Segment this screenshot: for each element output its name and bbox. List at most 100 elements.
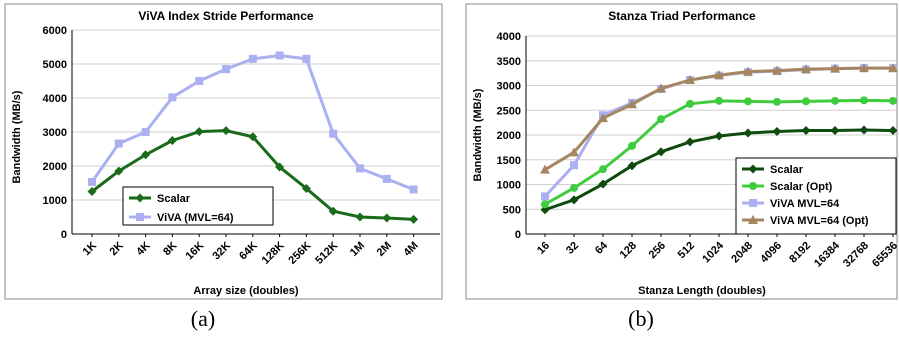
data-point [773, 97, 781, 106]
data-point [714, 70, 724, 80]
chart-b-xlabel: Stanza Length (doubles) [638, 285, 766, 297]
data-point [656, 83, 666, 93]
y-tick-label: 2500 [497, 105, 521, 117]
data-point [686, 99, 694, 108]
data-point [801, 126, 811, 136]
data-point [168, 93, 177, 102]
series-scalar-opt- [541, 96, 897, 209]
y-tick-label: 3500 [497, 56, 521, 68]
data-point [888, 63, 898, 73]
legend-marker [136, 213, 144, 221]
data-point [194, 127, 204, 137]
chart-b: Stanza Triad Performance 0 500 1000 1500 200… [465, 3, 899, 300]
y-tick-label: 3000 [497, 81, 521, 93]
y-tick-label: 1000 [43, 195, 67, 207]
y-tick-label: 3000 [43, 127, 67, 139]
data-point [87, 187, 97, 196]
data-point [570, 161, 578, 170]
data-point [114, 166, 124, 176]
data-point [830, 126, 840, 136]
chart-b-frame [465, 3, 898, 300]
data-point [141, 150, 151, 160]
chart-a-title: ViVA Index Stride Performance [138, 9, 313, 23]
data-point [329, 129, 338, 138]
data-point [685, 137, 695, 147]
y-tick-label: 0 [61, 229, 67, 241]
y-tick-label: 2000 [497, 130, 521, 142]
data-point [195, 77, 204, 85]
chart-a-legend: Scalar ViVA (MVL=64) [122, 186, 274, 226]
data-point [409, 214, 419, 224]
y-tick-label: 2000 [43, 161, 67, 173]
legend-label: ViVA MVL=64 [770, 198, 840, 210]
y-tick-label: 500 [503, 204, 521, 216]
data-point [275, 51, 284, 60]
y-tick-label: 5000 [43, 59, 67, 71]
data-point [221, 126, 231, 136]
series-viva-mvl-64- [88, 51, 418, 194]
data-point [598, 179, 608, 189]
data-point [598, 113, 608, 123]
data-point [570, 183, 578, 192]
y-tick-label: 1500 [497, 155, 521, 167]
data-point [541, 192, 549, 201]
data-point [859, 63, 869, 73]
caption-a: (a) [190, 306, 216, 331]
data-point [772, 65, 782, 75]
data-point [627, 99, 637, 109]
data-point [888, 126, 898, 136]
data-point [685, 75, 695, 85]
data-point [744, 97, 752, 106]
data-point [860, 96, 868, 105]
data-point [301, 183, 311, 193]
data-point [743, 128, 753, 138]
data-point [569, 195, 579, 205]
y-tick-label: 4000 [43, 93, 67, 105]
data-point [569, 147, 579, 157]
data-point [657, 115, 665, 124]
legend-label: Scalar [157, 193, 191, 205]
data-point [599, 165, 607, 174]
data-point [743, 66, 753, 76]
y-tick-label: 6000 [43, 25, 67, 37]
data-point [114, 139, 123, 148]
series-viva-mvl-64-opt- [540, 63, 898, 174]
data-point [830, 63, 840, 73]
chart-a: ViVA Index Stride Performance 0 1000 2000 3… [4, 3, 443, 300]
chart-a-xlabel: Array size (doubles) [193, 285, 298, 297]
data-point [248, 132, 258, 142]
data-point [772, 127, 782, 137]
legend-marker [748, 164, 758, 174]
data-point [88, 177, 96, 186]
data-point [356, 164, 364, 173]
legend-marker [748, 215, 758, 224]
y-tick-label: 1000 [497, 180, 521, 192]
caption-b: (b) [628, 306, 654, 331]
data-point [831, 96, 839, 105]
data-point [627, 161, 637, 171]
y-tick-label: 4000 [497, 31, 521, 43]
legend-box [122, 186, 274, 226]
data-point [802, 97, 810, 106]
y-tick-label: 0 [515, 229, 521, 241]
data-point [656, 147, 666, 157]
data-point [409, 185, 418, 194]
data-point [141, 128, 150, 136]
data-point [714, 131, 724, 141]
data-point [859, 125, 869, 135]
legend-label: ViVA MVL=64 (Opt) [770, 215, 869, 227]
data-point [801, 64, 811, 74]
data-point [382, 174, 391, 183]
data-point [355, 212, 365, 222]
data-point [382, 213, 392, 223]
legend-label: Scalar [770, 164, 804, 176]
data-point [889, 96, 897, 105]
chart-b-title: Stanza Triad Performance [608, 9, 756, 23]
chart-b-legend: Scalar Scalar (Opt) ViVA MVL=64 ViVA MVL=64… [735, 157, 897, 235]
data-point [540, 164, 550, 174]
data-point [222, 65, 230, 74]
legend-label: Scalar (Opt) [770, 181, 833, 193]
data-point [541, 200, 549, 209]
data-point [328, 206, 338, 216]
series-scalar [540, 125, 898, 215]
